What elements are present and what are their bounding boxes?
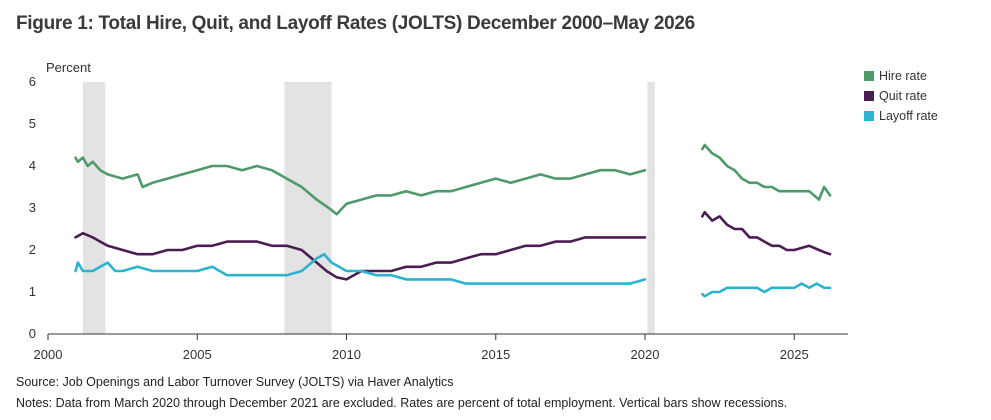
hire-legend-label: Hire rate xyxy=(879,69,927,83)
y-tick-label: 1 xyxy=(29,284,36,299)
x-tick-label: 2005 xyxy=(183,347,212,362)
layoff-rate-line xyxy=(74,252,647,285)
quit-legend-swatch xyxy=(864,91,874,101)
x-tick-label: 2000 xyxy=(34,347,63,362)
layoff-rate-line xyxy=(701,282,832,298)
y-tick-label: 4 xyxy=(29,158,36,173)
y-axis-label: Percent xyxy=(46,60,91,75)
x-tick-label: 2020 xyxy=(631,347,660,362)
y-tick-label: 5 xyxy=(29,116,36,131)
quit-rate-line xyxy=(701,210,832,256)
layoff-legend-label: Layoff rate xyxy=(879,109,938,123)
x-tick-label: 2010 xyxy=(332,347,361,362)
y-tick-label: 0 xyxy=(29,326,36,341)
hire-legend-swatch xyxy=(864,71,874,81)
layoff-legend-swatch xyxy=(864,111,874,121)
x-tick-label: 2025 xyxy=(780,347,809,362)
recession-bar xyxy=(82,82,106,334)
hire-rate-line xyxy=(74,156,647,216)
recession-bars xyxy=(82,82,655,334)
recession-bar xyxy=(284,82,332,334)
y-tick-label: 2 xyxy=(29,242,36,257)
chart-axes: Percent 0 1 2 3 4 5 6 2000 2005 2010 2015 2020 2025 xyxy=(29,60,848,362)
source-note: Source: Job Openings and Labor Turnover … xyxy=(16,375,454,389)
hire-rate-line xyxy=(701,143,832,201)
recession-bar xyxy=(647,82,655,334)
legend: Hire rate Quit rate Layoff rate xyxy=(864,69,938,123)
y-tick-label: 3 xyxy=(29,200,36,215)
quit-rate-line xyxy=(74,231,647,281)
series-lines xyxy=(74,143,832,298)
footnote: Notes: Data from March 2020 through Dece… xyxy=(16,396,788,410)
chart-title: Figure 1: Total Hire, Quit, and Layoff R… xyxy=(16,13,695,34)
x-tick-label: 2015 xyxy=(481,347,510,362)
y-tick-label: 6 xyxy=(29,74,36,89)
quit-legend-label: Quit rate xyxy=(879,89,927,103)
